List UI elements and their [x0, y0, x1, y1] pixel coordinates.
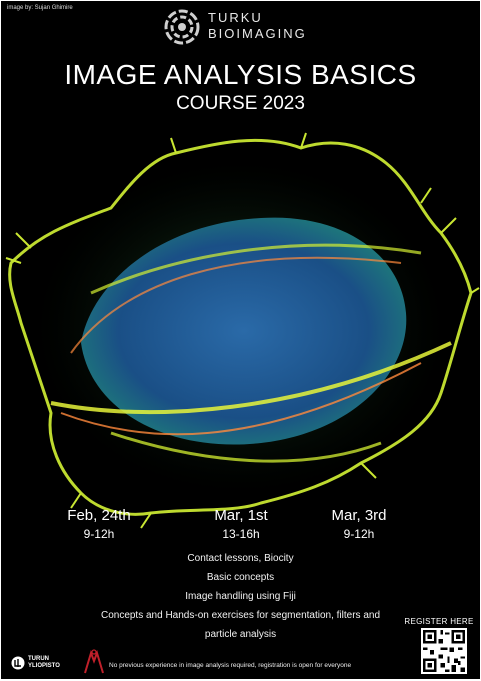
info-line: Contact lessons, Biocity: [187, 553, 294, 564]
register-label: REGISTER HERE: [404, 617, 474, 626]
session-time: 13-16h: [222, 527, 260, 541]
info-line: Basic concepts: [206, 572, 275, 583]
session-time: 9-12h: [343, 527, 375, 541]
cell-microscopy-image: [5, 132, 480, 529]
image-credit: image by: Sujan Ghimire: [7, 5, 73, 11]
university-line-2: YLIOPISTO: [28, 663, 60, 669]
session-time: 9-12h: [83, 527, 115, 541]
university-crest-icon: [11, 656, 25, 670]
session-date: Feb, 24th: [67, 507, 131, 524]
brand-name: TURKU BIOIMAGING: [208, 10, 307, 42]
university-line-1: TURUN: [28, 656, 49, 662]
university-logo: TURUN YLIOPISTO: [11, 656, 60, 670]
session-3: Mar, 3rd 9-12h: [299, 507, 419, 542]
brand-line-1: TURKU: [208, 10, 263, 25]
info-line: Concepts and Hands-on exercises for segm…: [100, 610, 381, 621]
registration-qr-code-icon[interactable]: [421, 628, 467, 674]
info-line: Image handling using Fiji: [185, 591, 296, 602]
session-1: Feb, 24th 9-12h: [39, 507, 159, 542]
session-date: Mar, 3rd: [331, 507, 387, 524]
course-info: Contact lessons, Biocity Basic concepts …: [1, 549, 480, 644]
brand-line-2: BIOIMAGING: [208, 26, 307, 41]
info-line: particle analysis: [204, 629, 277, 640]
turku-bioimaging-logo-icon: [164, 9, 200, 45]
session-date: Mar, 1st: [214, 507, 268, 524]
poster-subtitle: COURSE 2023: [176, 93, 305, 114]
footer-note: No previous experience in image analysis…: [109, 662, 352, 669]
session-2: Mar, 1st 13-16h: [181, 507, 301, 542]
abo-akademi-logo-icon: [84, 649, 104, 674]
poster-title: IMAGE ANALYSIS BASICS: [64, 59, 417, 90]
